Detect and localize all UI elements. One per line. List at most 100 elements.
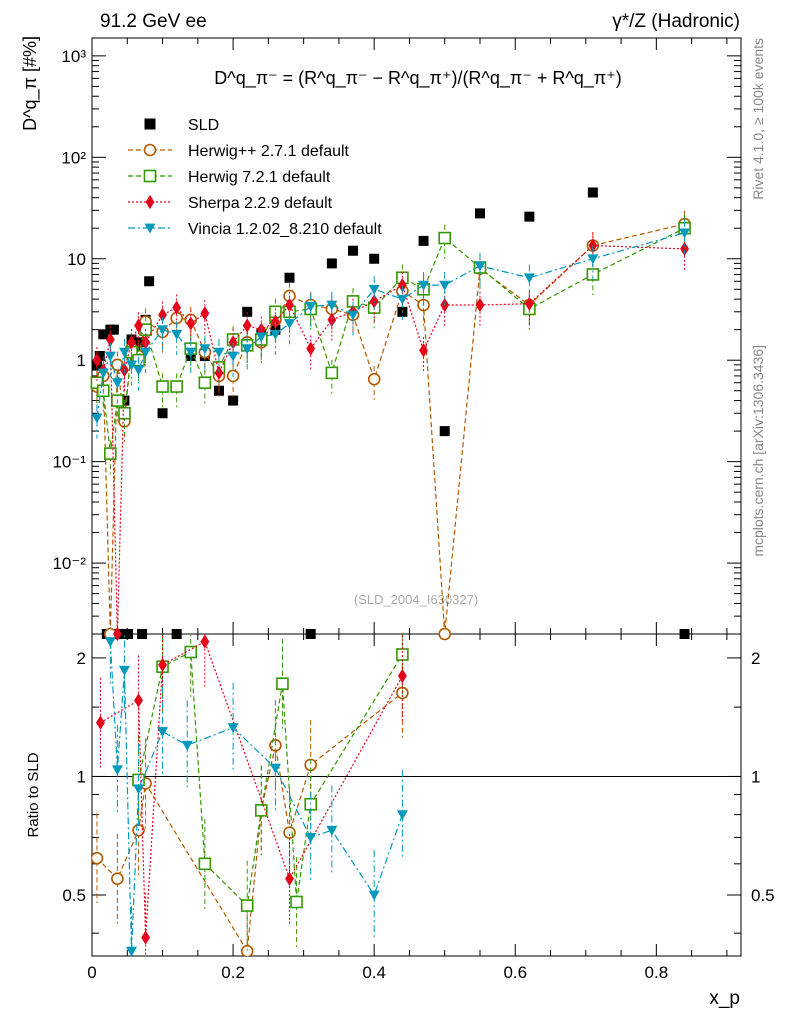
data-point [134, 318, 143, 333]
data-point [92, 353, 102, 368]
series-herwig-7-2-1-default [90, 214, 691, 475]
data-point [396, 294, 408, 305]
series-herwig-2-7-1-default [90, 210, 691, 641]
ratio-point [396, 648, 409, 661]
data-point [679, 228, 691, 239]
data-point [326, 300, 338, 311]
data-point [418, 235, 429, 246]
legend-entry: Sherpa 2.2.9 default [128, 194, 333, 212]
ratio-point [326, 825, 338, 836]
legend-marker [144, 223, 156, 234]
data-point [284, 272, 295, 283]
ratio-point [96, 715, 105, 730]
ratio-point [157, 727, 169, 738]
legend-marker [145, 194, 155, 210]
data-point [524, 296, 534, 311]
data-point [285, 297, 294, 313]
ratio-tick-label: 2 [77, 649, 86, 668]
data-point [185, 347, 197, 358]
data-point [91, 413, 103, 424]
ratio-point [134, 693, 143, 708]
ratio-point [92, 851, 104, 865]
data-point [418, 280, 430, 291]
data-point [126, 360, 138, 371]
data-point [348, 245, 359, 256]
data-point [587, 187, 598, 198]
formula: D^q_π⁻ = (R^q_π⁻ − R^q_π⁺)/(R^q_π⁻ + R^q… [214, 68, 621, 89]
ratio-point [181, 740, 193, 751]
data-point [305, 301, 317, 312]
data-point [213, 347, 225, 358]
ratio-point [133, 784, 145, 795]
y-tick-label: 10⁻¹ [52, 453, 86, 472]
data-point [241, 344, 253, 355]
y-tick-label: 1 [77, 351, 86, 370]
data-point [98, 329, 109, 340]
ratio-point [396, 810, 408, 821]
data-point [586, 268, 600, 281]
ratio-ylabel: Ratio to SLD [25, 752, 42, 837]
data-point [105, 332, 115, 347]
legend-entry: Herwig 7.2.1 default [128, 169, 331, 186]
series-sherpa-2-2-9-default [92, 232, 689, 642]
data-point [347, 310, 359, 321]
data-point [368, 284, 380, 295]
ratio-plot-frame [91, 633, 742, 957]
ratio-point [111, 872, 124, 885]
data-point [397, 277, 407, 293]
ratio-point [255, 804, 268, 817]
data-point [325, 366, 339, 380]
data-point [284, 319, 296, 330]
series-line [96, 232, 685, 418]
data-point [255, 332, 267, 343]
data-point [438, 231, 452, 245]
data-point [438, 627, 452, 641]
ratio-point [368, 890, 380, 901]
data-point [158, 307, 167, 322]
ratio-point [269, 763, 281, 774]
data-point [170, 380, 183, 393]
ratio-point [104, 637, 116, 648]
data-point [118, 406, 131, 420]
data-point [118, 347, 130, 358]
x-tick-label: 0.8 [645, 963, 669, 982]
data-point [305, 629, 316, 639]
series-line [96, 227, 685, 454]
data-point [227, 351, 239, 362]
ratio-point [118, 665, 130, 676]
data-point [439, 426, 450, 437]
ratio-point [158, 657, 167, 673]
legend-label: Herwig++ 2.7.1 default [188, 143, 350, 160]
data-point [104, 351, 116, 362]
data-point [133, 337, 144, 348]
data-point [172, 300, 182, 315]
data-point [269, 329, 281, 340]
ratio-tick-label: 0.5 [62, 886, 86, 905]
data-point [186, 316, 196, 331]
y-tick-label: 10⁻² [52, 554, 86, 573]
data-point [242, 318, 252, 333]
ratio-line [137, 651, 403, 907]
ratio-point [240, 944, 254, 956]
data-point [97, 368, 109, 379]
y-tick-label: 10 [67, 250, 86, 269]
data-point [474, 208, 485, 219]
ratio-point [198, 857, 212, 871]
data-point [157, 408, 168, 419]
data-point [156, 380, 169, 393]
data-point [228, 335, 238, 350]
ratio-point [276, 677, 289, 690]
data-point [171, 329, 183, 340]
ratio-series-vincia-1-2-02-8-210-default [104, 634, 408, 956]
main-ylabel: D^q_π [#%] [20, 36, 41, 131]
legend-entry: Herwig++ 2.7.1 default [128, 143, 350, 160]
data-point [475, 297, 485, 313]
data-point [140, 347, 152, 358]
ratio-series-group [92, 634, 409, 956]
data-point [680, 241, 689, 257]
ratio-point [141, 930, 151, 945]
series-vincia-1-2-02-8-210-default [91, 219, 691, 439]
data-point [523, 273, 535, 284]
legend-marker [144, 118, 156, 130]
ratio-point [227, 723, 239, 734]
